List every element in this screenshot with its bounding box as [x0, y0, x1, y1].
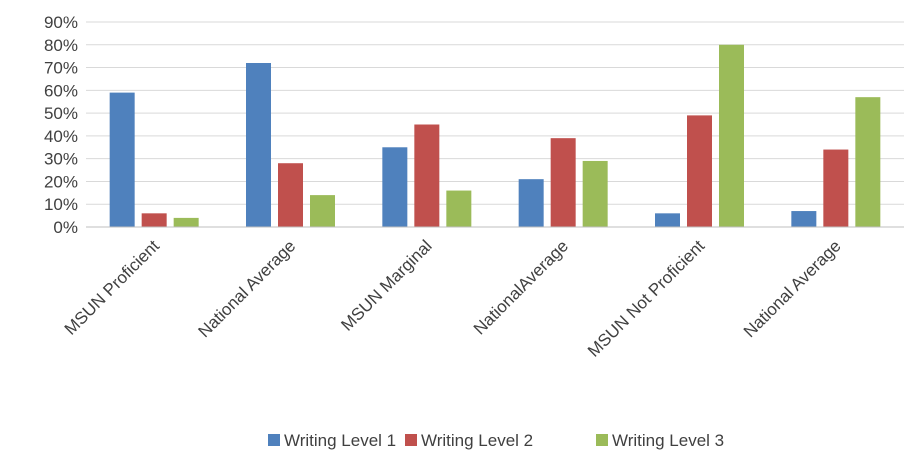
y-tick-label: 0% [53, 218, 78, 237]
legend-swatch [268, 434, 280, 446]
y-tick-label: 70% [44, 59, 78, 78]
bar-writing-level-2 [823, 149, 849, 227]
x-category-label: MSUN Proficient [61, 236, 163, 338]
legend-swatch [405, 434, 417, 446]
bar-writing-level-1 [382, 147, 408, 227]
bar-writing-level-3 [310, 195, 335, 227]
legend-swatch [596, 434, 608, 446]
bar-writing-level-3 [173, 217, 199, 227]
bar-writing-level-3 [582, 160, 608, 227]
y-tick-label: 20% [44, 172, 78, 191]
y-axis: 0% 10% 20% 30% 40% 50% 60% 70% 80% 90% [44, 13, 78, 237]
bar-writing-level-1 [246, 63, 271, 227]
y-tick-label: 30% [44, 150, 78, 169]
y-tick-label: 60% [44, 81, 78, 100]
bar-writing-level-3 [855, 97, 881, 228]
bar-writing-level-2 [414, 124, 440, 227]
bar-writing-level-3 [719, 44, 744, 228]
bar-writing-level-2 [550, 138, 576, 227]
x-category-label: MSUN Marginal [337, 236, 435, 334]
legend-label: Writing Level 1 [284, 431, 396, 450]
bar-writing-level-3 [446, 190, 472, 227]
y-tick-label: 90% [44, 13, 78, 32]
bar-writing-level-1 [109, 92, 135, 227]
legend-label: Writing Level 3 [612, 431, 724, 450]
x-category-label: National Average [195, 236, 300, 341]
y-tick-label: 10% [44, 195, 78, 214]
bars [109, 44, 881, 228]
bar-writing-level-2 [141, 213, 167, 227]
bar-writing-level-1 [655, 213, 680, 227]
bar-writing-level-2 [687, 115, 712, 227]
bar-writing-level-1 [518, 179, 544, 227]
x-category-label: National Average [740, 236, 845, 341]
bar-writing-level-1 [791, 211, 817, 227]
y-tick-label: 50% [44, 104, 78, 123]
legend: Writing Level 1 Writing Level 2 Writing Le… [268, 431, 724, 450]
x-axis: MSUN Proficient National Average MSUN Marg… [61, 226, 904, 361]
y-tick-label: 40% [44, 127, 78, 146]
x-category-label: MSUN Not Proficient [584, 236, 709, 361]
gridlines [86, 21, 904, 205]
x-category-label: NationalAverage [470, 236, 572, 338]
legend-label: Writing Level 2 [421, 431, 533, 450]
bar-writing-level-2 [278, 163, 303, 227]
y-tick-label: 80% [44, 36, 78, 55]
